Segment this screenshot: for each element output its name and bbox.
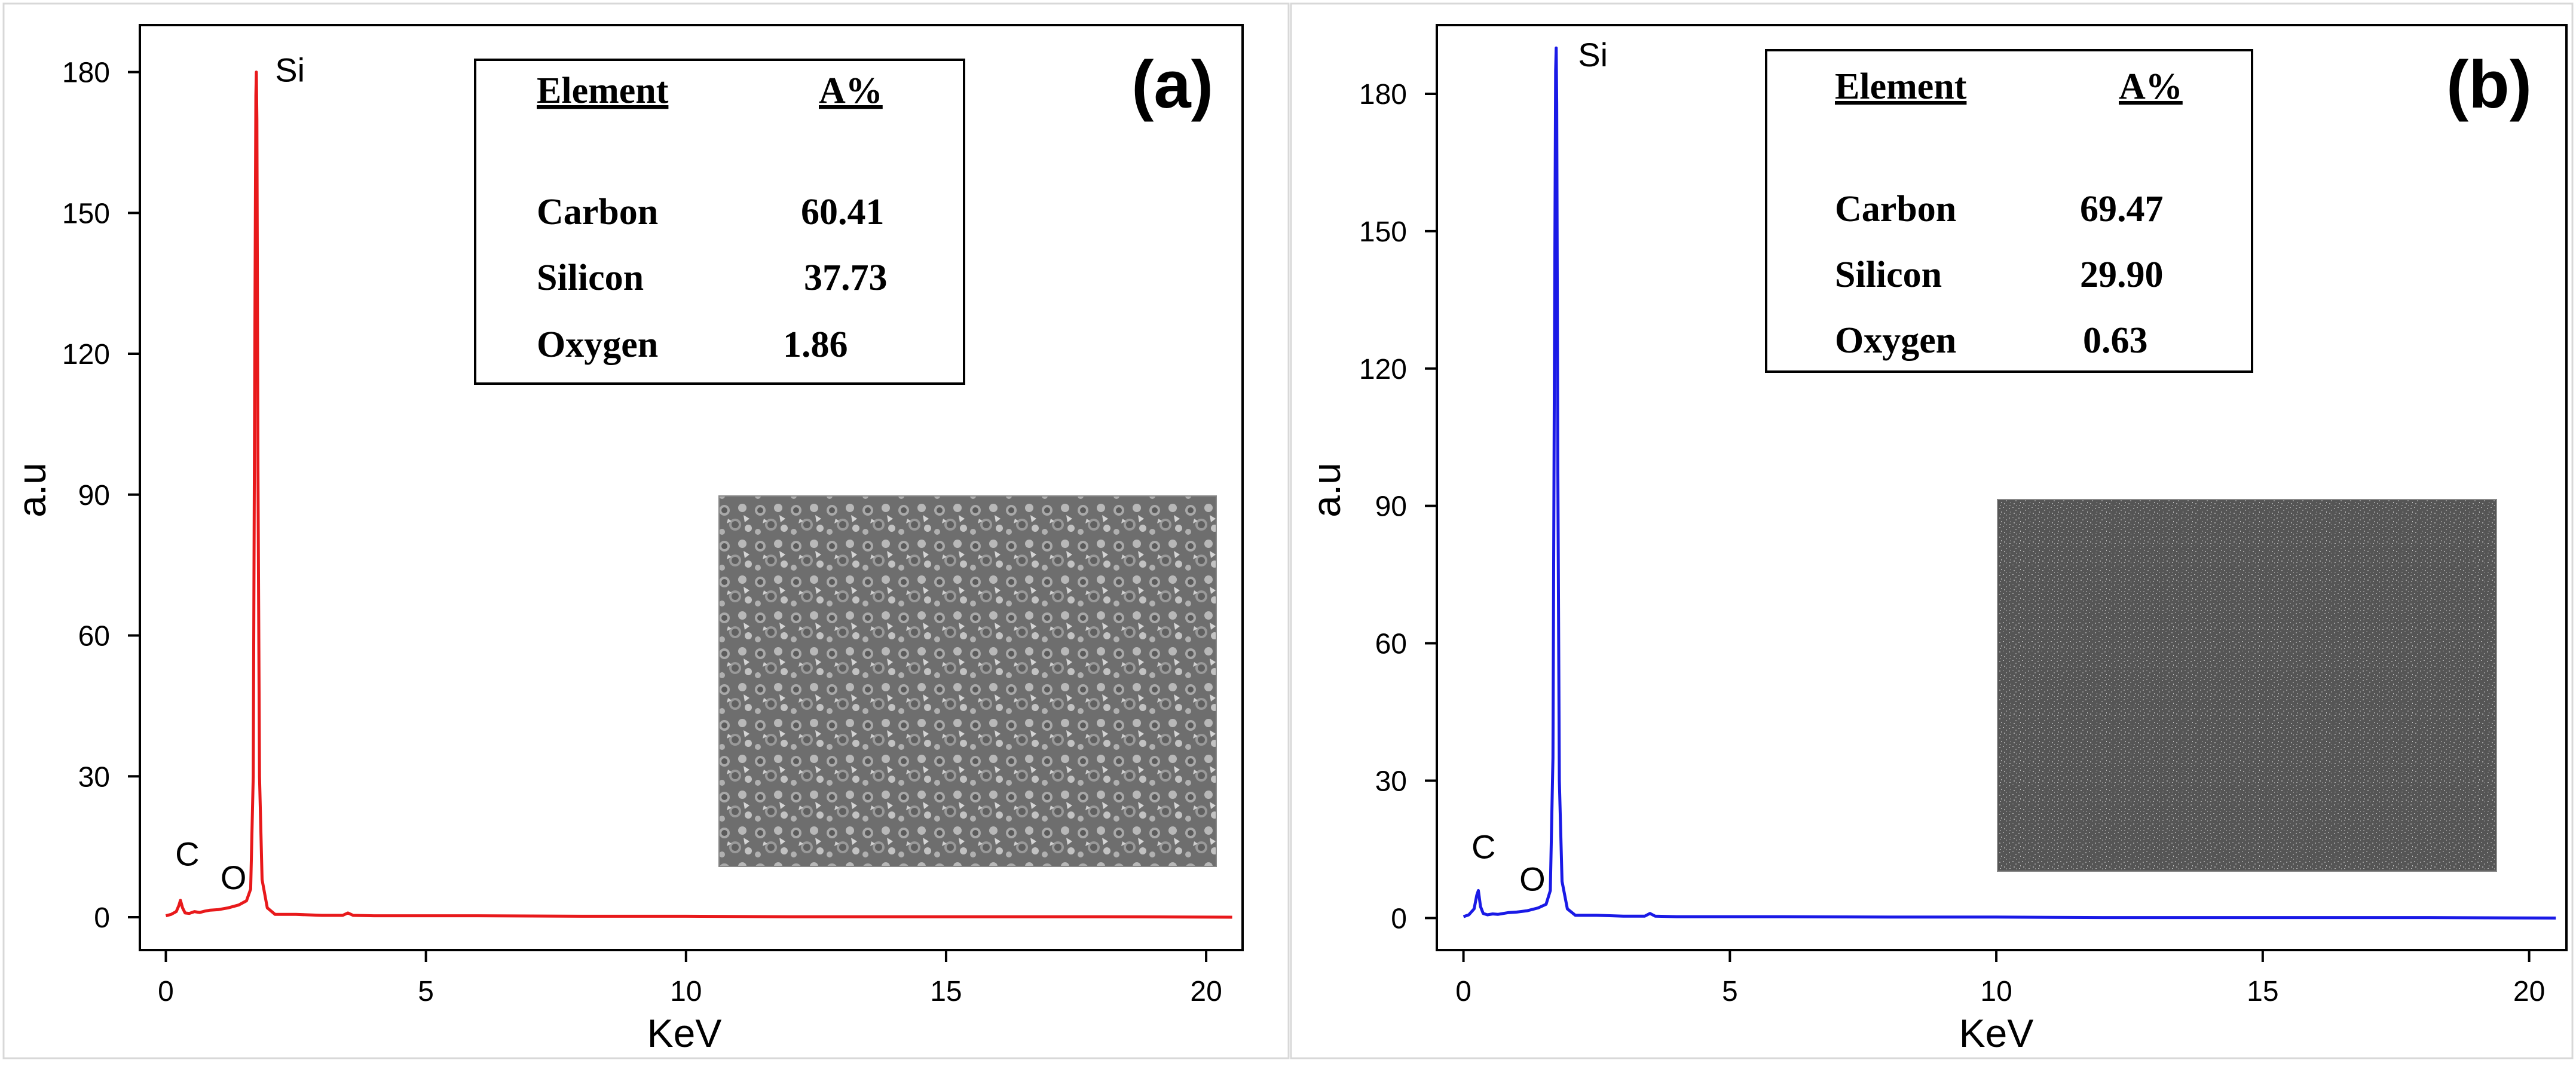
panel-b-table-header-percent: A% — [2119, 66, 2183, 107]
panel-a-x-tick-label: 10 — [670, 976, 702, 1007]
panel-a-ylabel: a.u — [10, 462, 54, 517]
panel-b-frame — [1290, 2, 2574, 1059]
panel-a-annotation-si: Si — [275, 51, 305, 88]
panel-a-xlabel: KeV — [647, 1011, 722, 1055]
panel-a-y-tick-label: 150 — [62, 198, 110, 229]
panel-a-table-row-carbon-name: Carbon — [537, 192, 658, 232]
panel-b-y-tick-label: 90 — [1375, 491, 1407, 523]
panel-b-ticks: 0 5 10 15 20 0 30 60 90 120 150 180 — [1359, 79, 2545, 1007]
panel-b-sem-inset-image — [1997, 499, 2497, 872]
panel-a-table-row-oxygen-name: Oxygen — [537, 324, 658, 365]
panel-b-annotation-o: O — [1519, 860, 1546, 897]
panel-a-table-row-silicon-name: Silicon — [537, 258, 644, 298]
panel-b-spectrum-line — [1463, 46, 2556, 920]
panel-b-table-header-element: Element — [1835, 66, 1967, 107]
panel-a-frame — [2, 2, 1290, 1059]
panel-a-table-border — [474, 59, 965, 385]
panel-b-y-tick-label: 60 — [1375, 629, 1407, 660]
panel-b-y-tick-label: 120 — [1359, 354, 1407, 385]
panel-a-y-tick-label: 60 — [78, 621, 110, 653]
panel-b-annotation-si: Si — [1578, 36, 1608, 73]
panel-a-table-row-oxygen-value: 1.86 — [783, 324, 848, 365]
panel-a-x-tick-label: 15 — [930, 976, 962, 1007]
panel-a-sem-inset-image — [718, 495, 1217, 867]
panel-a-y-tick-label: 0 — [94, 902, 110, 934]
panel-b-x-tick-label: 5 — [1722, 976, 1738, 1007]
panel-b-label: (b) — [2446, 47, 2532, 122]
panel-a-ticks: 0 5 10 15 20 0 30 60 90 120 150 180 — [62, 57, 1222, 1007]
panel-a-y-tick-label: 120 — [62, 339, 110, 370]
panel-b-x-tick-label: 20 — [2513, 976, 2545, 1007]
panel-b-table-row-silicon-name: Silicon — [1835, 255, 1942, 295]
panel-b-table-row-carbon-name: Carbon — [1835, 189, 1956, 229]
panel-b-x-tick-label: 10 — [1980, 976, 2012, 1007]
panel-b-table-row-silicon-value: 29.90 — [2080, 255, 2164, 295]
panel-a-table-header-percent: A% — [819, 71, 883, 111]
panel-a-table-row-carbon-value: 60.41 — [801, 192, 885, 232]
panel-a-x-tick-label: 0 — [158, 976, 174, 1007]
panel-a-annotation-c: C — [175, 835, 199, 873]
panel-a-axes-frame — [139, 24, 1244, 951]
panel-a-label: (a) — [1131, 47, 1213, 122]
panel-a-y-tick-label: 30 — [78, 761, 110, 793]
panel-a-composition-table: Element A% Carbon 60.41 Silicon 37.73 Ox… — [474, 59, 965, 385]
panel-b-table-row-oxygen-value: 0.63 — [2083, 320, 2148, 361]
panel-b-x-tick-label: 15 — [2247, 976, 2278, 1007]
panel-b-table-row-carbon-value: 69.47 — [2080, 189, 2164, 229]
panel-b-annotation-c: C — [1471, 828, 1495, 866]
panel-b-table-row-oxygen-name: Oxygen — [1835, 320, 1956, 361]
panel-b-y-tick-label: 30 — [1375, 765, 1407, 797]
panel-b-y-tick-label: 180 — [1359, 79, 1407, 111]
panel-a-y-tick-label: 90 — [78, 480, 110, 511]
panel-a-x-tick-label: 20 — [1190, 976, 1222, 1007]
panel-b-composition-table: Element A% Carbon 69.47 Silicon 29.90 Ox… — [1765, 49, 2253, 373]
panel-a-table-header-element: Element — [537, 71, 669, 111]
panel-a-table-row-silicon-value: 37.73 — [804, 258, 888, 298]
panel-a-spectrum-line — [165, 71, 1232, 919]
panel-b-table-border — [1765, 49, 2253, 373]
panel-b-ylabel: a.u — [1304, 462, 1348, 517]
panel-b-y-tick-label: 0 — [1391, 903, 1407, 935]
panel-a-annotation-o: O — [221, 859, 247, 896]
panel-b-y-tick-label: 150 — [1359, 216, 1407, 248]
panel-b-xlabel: KeV — [1959, 1011, 2034, 1055]
panel-b-x-tick-label: 0 — [1455, 976, 1471, 1007]
panel-b-axes-frame — [1436, 24, 2568, 951]
panel-a-y-tick-label: 180 — [62, 57, 110, 89]
panel-a-x-tick-label: 5 — [418, 976, 434, 1007]
